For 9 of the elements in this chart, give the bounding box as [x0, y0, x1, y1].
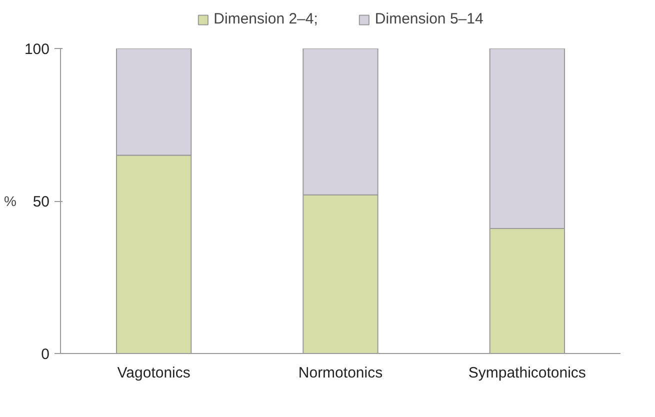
y-tick-label: 100 — [24, 41, 50, 58]
y-tick-label: 0 — [41, 346, 50, 363]
legend-label: Dimension 5–14 — [374, 10, 484, 28]
x-tick-label: Sympathicotonics — [468, 364, 586, 382]
x-tick-label: Normotonics — [298, 364, 383, 382]
x-tick-label: Vagotonics — [117, 364, 190, 382]
y-axis-title: % — [4, 193, 16, 209]
y-tick-label: 50 — [32, 194, 50, 210]
legend-label: Dimension 2–4; — [214, 10, 318, 28]
